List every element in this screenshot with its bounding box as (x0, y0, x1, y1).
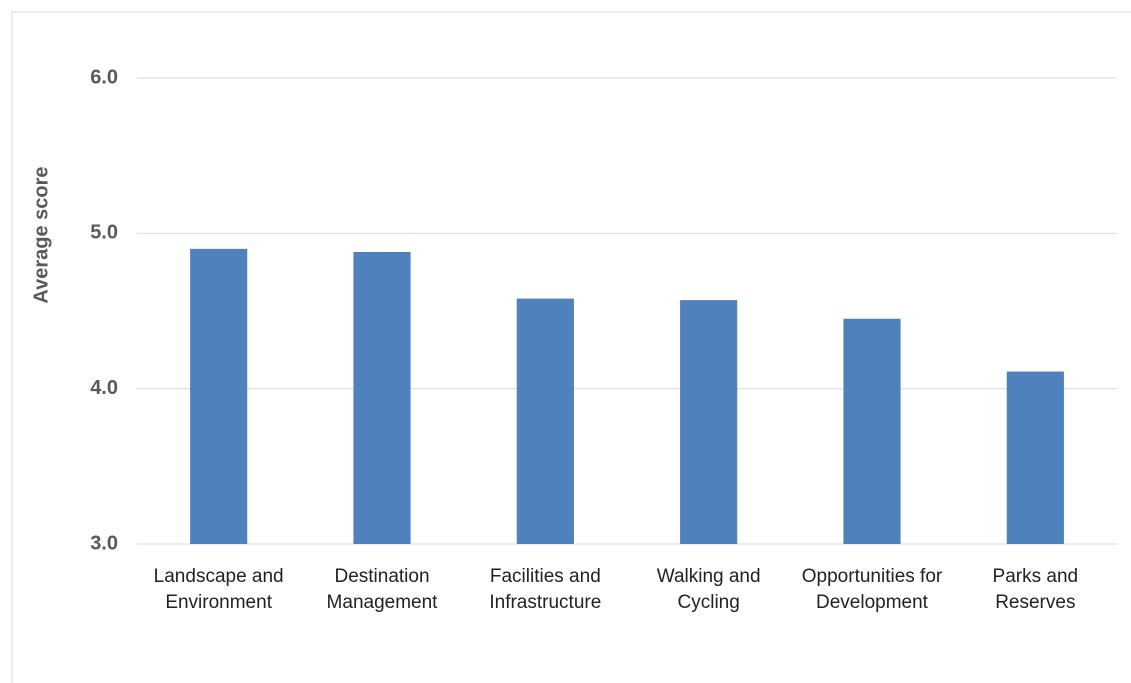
x-tick-label: Opportunities for Development (801, 566, 943, 613)
bar (190, 248, 248, 544)
y-tick-label: 4.0 (90, 377, 118, 399)
x-tick-label: Walking and Cycling (656, 566, 761, 613)
bar (516, 298, 574, 544)
bar (843, 318, 901, 544)
chart-border (11, 11, 1131, 683)
x-tick-label: Destination Management (326, 566, 438, 613)
bar (680, 300, 738, 544)
x-tick-label: Parks and Reserves (992, 566, 1079, 613)
y-tick-label: 3.0 (90, 532, 118, 554)
x-tick-label: Landscape and Environment (153, 566, 284, 613)
y-axis-title: Average score (30, 166, 52, 303)
x-tick-label: Facilities and Infrastructure (489, 566, 602, 613)
bar (353, 251, 411, 544)
y-tick-label: 5.0 (90, 222, 118, 244)
bar (1006, 371, 1064, 544)
y-tick-label: 6.0 (90, 66, 118, 88)
